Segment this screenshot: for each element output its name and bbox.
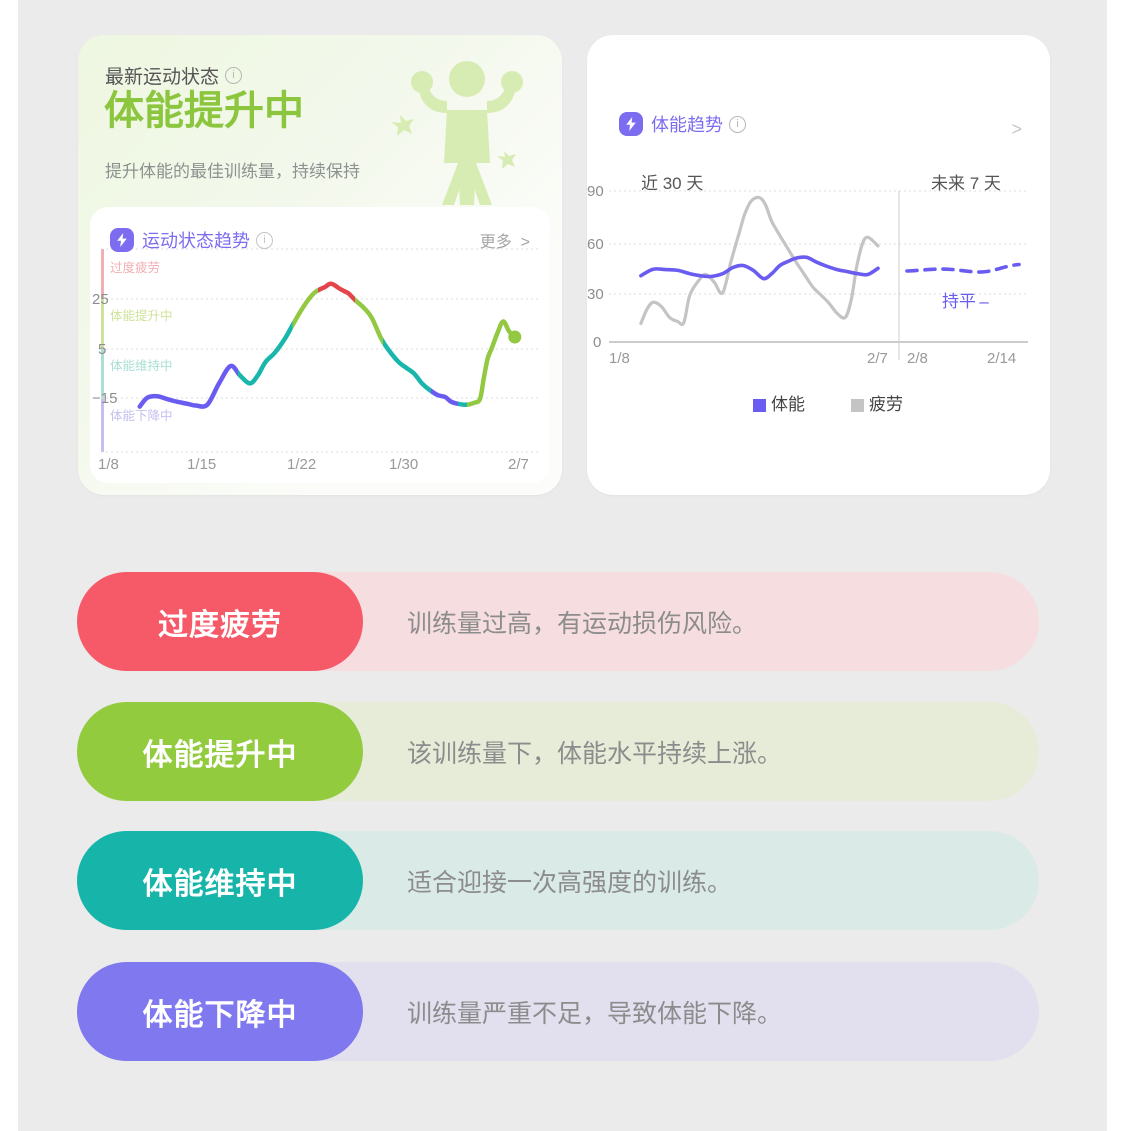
svg-text:疲劳: 疲劳 bbox=[869, 395, 903, 414]
svg-text:持平 –: 持平 – bbox=[942, 292, 989, 311]
svg-text:过度疲劳: 过度疲劳 bbox=[110, 260, 160, 275]
svg-text:25: 25 bbox=[92, 291, 109, 308]
svg-text:1/22: 1/22 bbox=[287, 456, 316, 473]
svg-text:1/8: 1/8 bbox=[98, 456, 119, 473]
svg-text:体能提升中: 体能提升中 bbox=[110, 308, 173, 323]
svg-text:体能下降中: 体能下降中 bbox=[110, 408, 173, 423]
svg-text:2/8: 2/8 bbox=[907, 350, 928, 367]
svg-text:体能: 体能 bbox=[771, 395, 805, 414]
svg-text:1/30: 1/30 bbox=[389, 456, 418, 473]
svg-text:0: 0 bbox=[593, 334, 601, 351]
svg-text:1/8: 1/8 bbox=[609, 350, 630, 367]
svg-text:5: 5 bbox=[98, 341, 106, 358]
svg-text:30: 30 bbox=[587, 286, 604, 303]
svg-text:2/7: 2/7 bbox=[508, 456, 529, 473]
svg-text:−15: −15 bbox=[92, 390, 117, 407]
svg-text:60: 60 bbox=[587, 236, 604, 253]
svg-text:2/7: 2/7 bbox=[867, 350, 888, 367]
svg-text:90: 90 bbox=[587, 183, 604, 200]
svg-text:2/14: 2/14 bbox=[987, 350, 1016, 367]
svg-text:体能维持中: 体能维持中 bbox=[110, 358, 173, 373]
svg-text:1/15: 1/15 bbox=[187, 456, 216, 473]
